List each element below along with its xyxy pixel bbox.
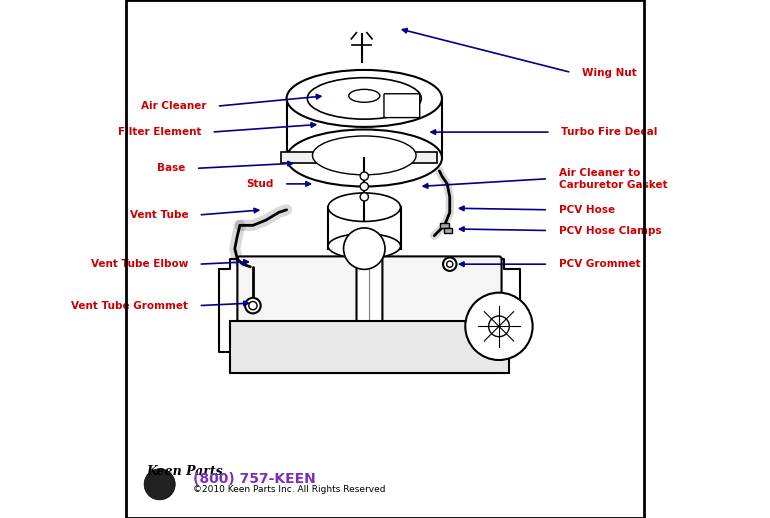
- FancyBboxPatch shape: [383, 256, 501, 324]
- Circle shape: [447, 261, 453, 267]
- Text: Vent Tube Grommet: Vent Tube Grommet: [71, 300, 188, 311]
- Text: Stud: Stud: [246, 179, 273, 189]
- Ellipse shape: [328, 234, 400, 258]
- Text: (800) 757-KEEN: (800) 757-KEEN: [193, 472, 316, 486]
- Text: Turbo Fire Decal: Turbo Fire Decal: [561, 127, 658, 137]
- Text: ©2010 Keen Parts Inc. All Rights Reserved: ©2010 Keen Parts Inc. All Rights Reserve…: [193, 485, 386, 494]
- Ellipse shape: [349, 89, 380, 103]
- FancyBboxPatch shape: [384, 94, 420, 118]
- Text: Filter Element: Filter Element: [118, 127, 201, 137]
- Text: Wing Nut: Wing Nut: [582, 67, 637, 78]
- Text: Air Cleaner: Air Cleaner: [141, 101, 206, 111]
- Ellipse shape: [313, 136, 416, 175]
- Circle shape: [343, 228, 385, 269]
- Circle shape: [489, 316, 509, 337]
- Text: Air Cleaner to
Carburetor Gasket: Air Cleaner to Carburetor Gasket: [558, 168, 667, 190]
- Circle shape: [443, 257, 457, 271]
- Circle shape: [360, 193, 368, 201]
- Text: PCV Hose Clamps: PCV Hose Clamps: [558, 225, 661, 236]
- Circle shape: [465, 293, 533, 360]
- Text: Keen Parts: Keen Parts: [147, 465, 223, 478]
- FancyBboxPatch shape: [229, 321, 509, 373]
- Ellipse shape: [328, 193, 400, 222]
- FancyBboxPatch shape: [440, 223, 449, 228]
- Circle shape: [245, 298, 261, 313]
- Ellipse shape: [307, 78, 421, 119]
- Circle shape: [360, 172, 368, 180]
- Circle shape: [249, 301, 257, 310]
- FancyBboxPatch shape: [444, 228, 452, 233]
- Text: Vent Tube: Vent Tube: [129, 210, 188, 220]
- FancyBboxPatch shape: [281, 152, 437, 163]
- Circle shape: [360, 182, 368, 191]
- Text: Base: Base: [157, 163, 186, 174]
- FancyBboxPatch shape: [237, 256, 357, 324]
- Text: PCV Hose: PCV Hose: [558, 205, 614, 215]
- Text: PCV Grommet: PCV Grommet: [558, 259, 640, 269]
- Text: Vent Tube Elbow: Vent Tube Elbow: [91, 259, 188, 269]
- Ellipse shape: [286, 70, 442, 127]
- Ellipse shape: [286, 130, 442, 186]
- Circle shape: [144, 469, 176, 500]
